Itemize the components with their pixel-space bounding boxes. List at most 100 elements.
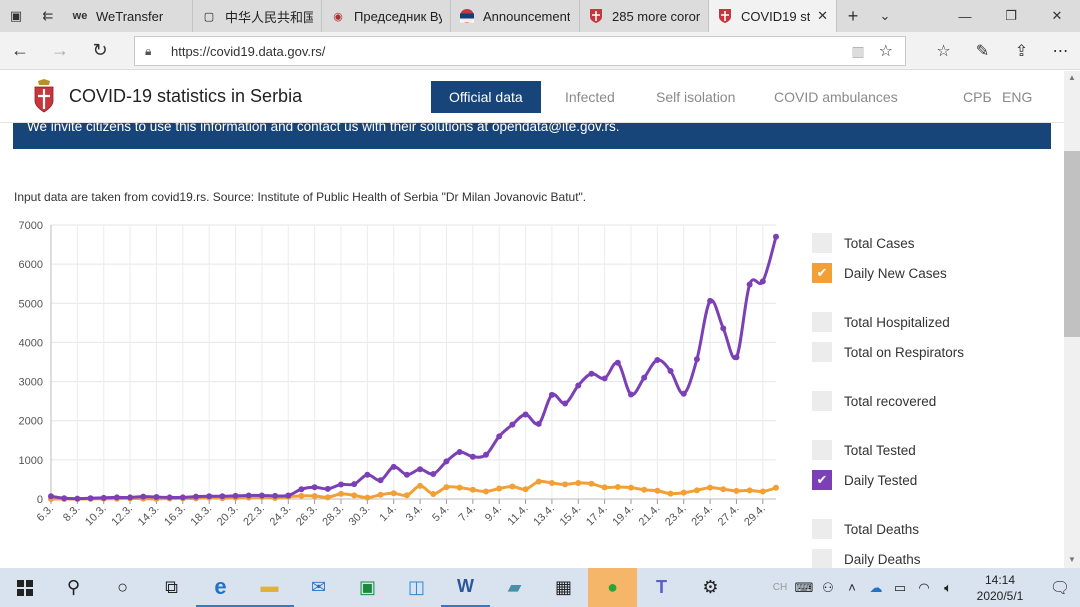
volume-icon[interactable]: 🔈︎ [944,579,952,595]
nav-official-data[interactable]: Official data [431,81,541,113]
data-point [430,490,437,497]
scrollbar-thumb[interactable] [1064,151,1080,337]
chevron-up-icon[interactable]: ˄ [848,580,856,595]
checkbox-icon[interactable] [812,342,832,362]
mail-icon[interactable]: ✉ [310,577,327,597]
more-icon[interactable]: ⋯ [1052,43,1069,60]
browser-tab-active[interactable]: COVID19 st ✕ [709,0,837,32]
set-aside-tabs-icon[interactable]: ⇇ [42,8,54,23]
system-tray: CH ⌨ ⚇ ˄ ☁ ▭ ◠ 🔈︎ 14:14 2020/5/1 🗨︎ [768,568,1080,607]
pen-icon[interactable]: ✎ [975,43,990,60]
legend-label: Daily New Cases [844,265,947,281]
onedrive-icon[interactable]: ☁ [869,579,883,595]
edge-icon[interactable]: e [196,568,245,607]
legend-item[interactable]: Total on Respirators [812,342,964,362]
legend-item[interactable]: Total recovered [812,391,936,411]
data-point [390,463,397,470]
legend-item[interactable]: Total Hospitalized [812,312,950,332]
checkbox-icon[interactable] [812,549,832,569]
browser-tab[interactable]: we WeTransfer [64,0,193,32]
legend-item[interactable]: Total Deaths [812,519,919,539]
scroll-down-icon[interactable]: ▼ [1068,555,1076,564]
data-point [535,420,542,427]
data-point [641,374,648,381]
refresh-icon[interactable]: ↻ [92,40,108,60]
legend-item[interactable]: Total Cases [812,233,915,253]
crest-icon [717,8,733,24]
checkbox-checked-icon[interactable]: ✔ [812,470,832,490]
people-icon[interactable]: ⚇ [822,579,834,595]
legend-item[interactable]: ✔ Daily Tested [812,470,917,490]
ime-icon[interactable]: CH [772,582,788,593]
clock[interactable]: 14:14 2020/5/1 [960,572,1040,604]
tab-actions-icon[interactable]: ▣ [9,8,23,23]
x-tick-label: 13.4. [531,503,557,529]
data-point [562,481,569,488]
settings-gear-icon[interactable]: ⚙ [702,577,719,597]
wifi-icon[interactable]: ◠ [918,579,930,595]
data-point [403,492,410,499]
x-tick-label: 1.4. [377,503,398,524]
notification-icon[interactable]: 🗨︎ [1049,579,1071,597]
lang-srb[interactable]: СРБ [963,89,992,105]
vertical-scrollbar[interactable]: ▲ ▼ [1064,71,1080,568]
legend-item[interactable]: ✔ Daily New Cases [812,263,947,283]
x-tick-label: 24.3. [268,503,294,529]
teams-icon[interactable]: T [656,577,667,597]
data-point [48,493,54,500]
chevron-down-icon[interactable]: ⌄ [879,8,891,23]
data-point [456,484,463,491]
browser-tab[interactable]: ▢ 中华人民共和国 [193,0,322,32]
lang-eng[interactable]: ENG [1002,89,1033,105]
file-explorer-icon[interactable]: ▬ [245,568,294,607]
data-point [258,492,265,499]
checkbox-checked-icon[interactable]: ✔ [812,263,832,283]
battery-icon[interactable]: ▭ [893,579,907,595]
data-point [773,233,779,240]
task-view-icon[interactable]: ⧉ [165,577,178,597]
tab-title: Председник Ву [354,8,442,24]
nav-infected[interactable]: Infected [565,89,615,105]
checkbox-icon[interactable] [812,440,832,460]
checkbox-icon[interactable] [812,519,832,539]
data-point [588,370,595,377]
close-tab-icon[interactable]: ✕ [817,8,828,23]
calculator-icon[interactable]: ▦ [554,577,572,597]
share-icon[interactable]: ⇪ [1014,43,1029,60]
checkbox-icon[interactable] [812,233,832,253]
site-icon: ◉ [333,10,343,23]
nav-self-isolation[interactable]: Self isolation [656,89,736,105]
app-green-icon[interactable]: ▣ [358,577,376,597]
checkbox-icon[interactable] [812,312,832,332]
url-field[interactable]: 🔒︎ https://covid19.data.gov.rs/ ▥ ☆ [134,36,906,66]
browser-tab[interactable]: ◉ Председник Ву [322,0,451,32]
favorites-icon[interactable]: ☆ [936,43,951,60]
close-window-icon[interactable]: ✕ [1051,8,1063,23]
browser-tab[interactable]: 285 more coror [580,0,709,32]
checkbox-icon[interactable] [812,391,832,411]
windows-start-icon[interactable] [0,568,49,607]
keyboard-icon[interactable]: ⌨ [794,579,814,595]
app-chart-icon[interactable]: ◫ [407,577,425,597]
new-tab-icon[interactable]: + [847,5,859,26]
browser-tab[interactable]: Announcement [451,0,580,32]
data-point [100,494,107,501]
app-teal-icon[interactable]: ▰ [507,577,522,597]
legend-item[interactable]: Daily Deaths [812,549,921,569]
data-point [87,495,94,502]
data-point [272,492,279,499]
wechat-icon[interactable]: ● [588,568,637,607]
scroll-up-icon[interactable]: ▲ [1068,73,1076,82]
minimize-icon[interactable]: — [958,8,972,24]
word-icon[interactable]: W [441,568,490,607]
favorite-star-icon[interactable]: ☆ [878,43,893,60]
search-icon[interactable]: ⚲ [66,577,81,597]
back-icon[interactable]: ← [11,40,29,60]
nav-covid-ambulances[interactable]: COVID ambulances [774,89,898,105]
cortana-icon[interactable]: ○ [117,577,128,597]
legend-item[interactable]: Total Tested [812,440,916,460]
legend-label: Daily Tested [844,472,918,488]
reading-view-icon[interactable]: ▥ [851,42,865,59]
forward-icon[interactable]: → [51,40,69,60]
restore-icon[interactable]: ❐ [1005,8,1017,23]
